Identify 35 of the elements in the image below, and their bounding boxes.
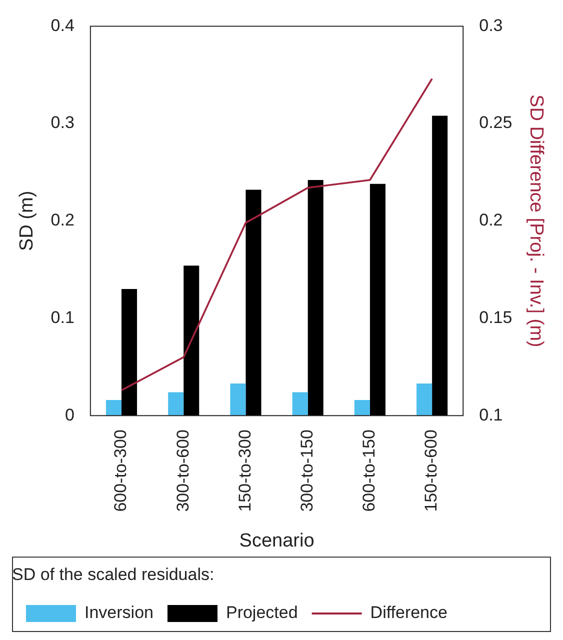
- legend-label: Difference: [370, 603, 448, 622]
- x-tick-label: 600-to-300: [111, 430, 130, 512]
- x-tick-label: 300-to-600: [173, 430, 192, 512]
- bar: [121, 289, 138, 416]
- bar: [106, 400, 122, 416]
- bar: [292, 392, 308, 416]
- bar: [370, 184, 386, 416]
- bar: [168, 392, 184, 416]
- bar: [184, 266, 200, 416]
- y2-tick-label: 0.25: [479, 113, 512, 132]
- x-tick-label: 600-to-150: [360, 430, 379, 512]
- y-tick-label: 0.2: [50, 210, 74, 230]
- x-tick-label: 300-to-150: [298, 430, 317, 512]
- legend-label: Projected: [226, 603, 298, 622]
- x-tick-label: 150-to-300: [235, 430, 254, 512]
- bar: [354, 400, 370, 416]
- y2-tick-label: 0.2: [479, 210, 503, 230]
- legend-label: Inversion: [84, 603, 154, 622]
- bar: [230, 383, 246, 416]
- x-axis-title: Scenario: [239, 530, 314, 552]
- legend-title: SD of the scaled residuals:: [12, 564, 214, 584]
- y-tick-label: 0.1: [50, 308, 74, 327]
- y2-tick-label: 0.1: [479, 405, 503, 424]
- y-tick-label: 0.4: [50, 16, 74, 35]
- y2-tick-label: 0.15: [479, 308, 512, 327]
- y-tick-label: 0.3: [50, 113, 74, 132]
- y2-axis-title: SD Difference [Proj. - Inv.] (m): [525, 94, 546, 348]
- bar: [416, 383, 432, 416]
- bar: [308, 180, 324, 416]
- x-tick-label: 150-to-600: [422, 430, 441, 512]
- bar: [432, 116, 448, 416]
- y2-tick-label: 0.3: [479, 16, 503, 35]
- y-tick-label: 0: [64, 405, 74, 424]
- bar: [246, 190, 262, 416]
- y-axis-title: SD (m): [16, 190, 38, 251]
